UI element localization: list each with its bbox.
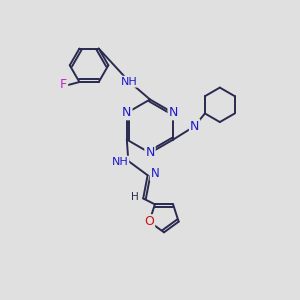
Text: N: N (145, 146, 155, 160)
Text: F: F (60, 79, 67, 92)
Text: H: H (131, 192, 139, 202)
Text: NH: NH (112, 157, 128, 166)
Text: NH: NH (121, 76, 138, 87)
Text: N: N (169, 106, 178, 119)
Text: N: N (151, 167, 159, 180)
Text: N: N (190, 120, 199, 133)
Text: O: O (144, 215, 154, 228)
Text: N: N (122, 106, 131, 119)
